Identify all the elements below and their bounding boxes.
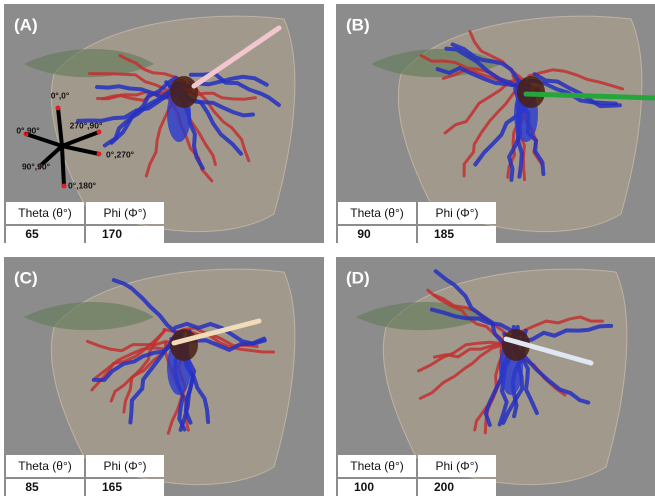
panel-label: (B) xyxy=(346,15,370,34)
table-value-cell xyxy=(86,226,164,243)
table-header: Phi (Φ°) xyxy=(103,206,146,220)
axis-tip xyxy=(97,152,102,157)
table-value: 100 xyxy=(354,480,374,494)
table-value: 165 xyxy=(102,480,122,494)
panel: (D) Theta (θ°) 100 Phi (Φ°) 200 xyxy=(336,257,655,496)
table-header: Theta (θ°) xyxy=(350,459,403,473)
table-value-cell xyxy=(6,226,84,243)
table-header: Phi (Φ°) xyxy=(435,206,478,220)
table-value: 90 xyxy=(357,227,371,241)
table-header: Phi (Φ°) xyxy=(435,459,478,473)
table-value: 85 xyxy=(25,480,39,494)
axis-label: 0°,90° xyxy=(16,125,40,135)
axis-tip xyxy=(62,184,67,189)
panel-label: (C) xyxy=(14,268,38,287)
panel: (C) Theta (θ°) 85 Phi (Φ°) 165 xyxy=(4,257,324,496)
axis-tip xyxy=(97,130,102,135)
table-value-cell xyxy=(338,479,416,496)
table-value-cell xyxy=(86,479,164,496)
page: (A) 0°,0° 0°,90° 270°,90° 0°,270° 90°,90° 0°,1… xyxy=(0,0,655,498)
panel: (B) Theta (θ°) 90 Phi (Φ°) 185 xyxy=(336,4,655,243)
table-header: Theta (θ°) xyxy=(18,206,71,220)
table-header: Phi (Φ°) xyxy=(103,459,146,473)
axis-label: 270°,90° xyxy=(70,120,103,130)
axis-label: 0°,0° xyxy=(51,90,70,100)
table-value-cell xyxy=(418,479,496,496)
figure: (A) 0°,0° 0°,90° 270°,90° 0°,270° 90°,90° 0°,1… xyxy=(0,0,655,498)
tumor xyxy=(170,76,198,108)
axis-tip xyxy=(56,106,61,111)
table-header: Theta (θ°) xyxy=(350,206,403,220)
table-value: 170 xyxy=(102,227,122,241)
table-value: 200 xyxy=(434,480,454,494)
table-value: 185 xyxy=(434,227,454,241)
axis-label: 0°,180° xyxy=(68,180,97,190)
table-value-cell xyxy=(418,226,496,243)
panel-label: (D) xyxy=(346,268,370,287)
axis-label: 90°,90° xyxy=(22,161,51,171)
table-header: Theta (θ°) xyxy=(18,459,71,473)
axis-arm xyxy=(62,146,64,186)
panel-label: (A) xyxy=(14,15,38,34)
axis-label: 0°,270° xyxy=(106,149,135,159)
table-value-cell xyxy=(6,479,84,496)
panel: (A) 0°,0° 0°,90° 270°,90° 0°,270° 90°,90° 0°,1… xyxy=(4,4,324,243)
table-value-cell xyxy=(338,226,416,243)
table-value: 65 xyxy=(25,227,39,241)
